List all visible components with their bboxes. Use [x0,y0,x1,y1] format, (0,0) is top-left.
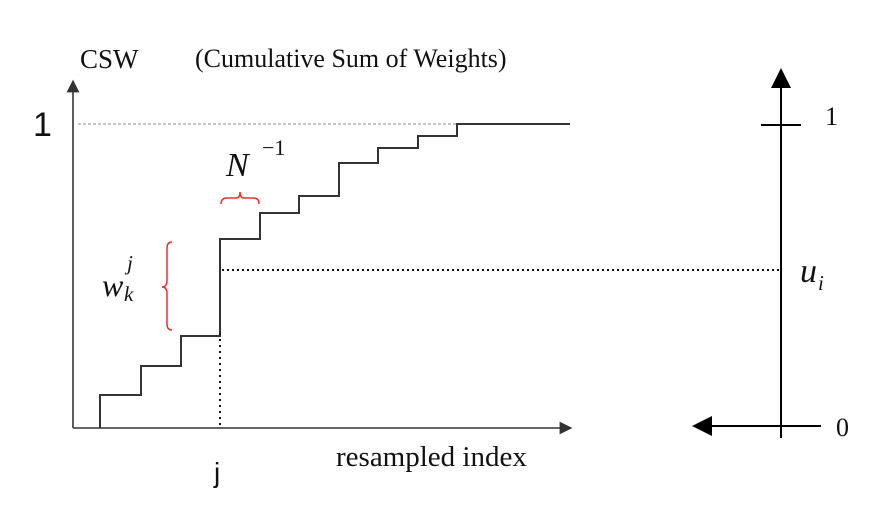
n-label: N [225,147,251,184]
chart-title: (Cumulative Sum of Weights) [195,44,507,73]
vertical-brace-icon [161,241,173,331]
uniform-top-label: 1 [825,102,838,131]
w-superscript: j [124,251,133,275]
ui-subscript: i [818,271,824,295]
uniform-bottom-label: 0 [836,413,849,442]
w-subscript: k [124,282,134,306]
step-width-annotation: N −1 [220,135,285,205]
left-plot-axes [66,79,573,435]
ui-label: u [800,253,817,290]
x-tick-j: j [213,457,220,488]
uniform-axis: 1 0 u i [692,68,849,442]
y-axis-title: CSW [80,44,139,74]
csw-step-function [99,123,570,428]
w-label: w [102,267,124,303]
n-exponent: −1 [262,135,285,160]
horizontal-brace-icon [220,191,260,205]
y-tick-one: 1 [33,106,52,144]
x-axis-label: resampled index [336,441,527,473]
step-height-annotation: w j k [102,241,173,331]
